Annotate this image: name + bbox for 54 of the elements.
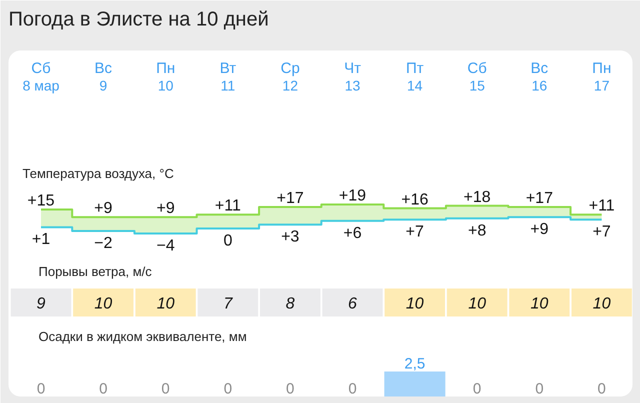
data-label: 0 — [99, 380, 108, 398]
data-label: +9 — [94, 200, 113, 218]
x-tick-label: Сб 15 — [467, 60, 487, 94]
chart-title: Осадки в жидком эквиваленте, мм — [38, 329, 247, 344]
data-label: 0 — [535, 380, 544, 398]
data-label: +1 — [32, 231, 50, 248]
data-label: 10 — [94, 296, 112, 312]
x-tick-label: Вт 11 — [220, 60, 236, 94]
data-label: −4 — [156, 238, 175, 254]
x-tick-label: Пн 17 — [592, 60, 612, 94]
data-label: 10 — [406, 296, 424, 312]
data-label: 0 — [348, 380, 357, 398]
data-label: +9 — [530, 221, 549, 238]
chart-subtitle: Температура воздуха, °C — [22, 166, 174, 181]
x-tick-label: Ср 12 — [280, 60, 300, 94]
data-label: 0 — [224, 380, 232, 398]
data-label: +17 — [276, 190, 304, 208]
chart-title: Порывы ветра, м/с — [38, 264, 152, 279]
data-label: 10 — [592, 296, 611, 312]
x-tick-label: Пт 14 — [406, 60, 424, 94]
data-label: +15 — [27, 192, 55, 210]
data-label: 7 — [223, 296, 234, 312]
data-label: +7 — [592, 224, 611, 241]
x-tick-label: Пн 10 — [156, 60, 176, 94]
data-label: +18 — [464, 188, 491, 206]
x-tick-label: Сб 8 мар — [22, 60, 60, 94]
data-label: 0 — [598, 380, 606, 398]
data-label: +6 — [343, 224, 362, 242]
data-label: 8 — [286, 296, 295, 312]
data-label: +3 — [281, 228, 300, 246]
data-label: +16 — [401, 191, 428, 208]
data-label: 10 — [156, 296, 175, 312]
data-label: 2,5 — [404, 356, 426, 372]
data-label: +11 — [214, 198, 241, 215]
data-label: 0 — [286, 380, 294, 398]
chart-title: Погода в Элисте на 10 дней — [8, 8, 269, 30]
data-label: +9 — [156, 200, 175, 218]
data-label: +11 — [588, 198, 615, 215]
data-label: 9 — [36, 296, 46, 312]
data-label: +19 — [338, 188, 366, 204]
data-label: 6 — [348, 296, 358, 312]
x-tick-label: Вс 16 — [530, 60, 549, 94]
data-label: −2 — [94, 234, 113, 252]
data-label: 0 — [36, 380, 46, 398]
x-tick-label: Вс 9 — [94, 60, 113, 94]
data-label: 0 — [472, 380, 482, 398]
data-label: 0 — [161, 380, 170, 398]
data-label: +8 — [468, 222, 486, 240]
data-label: 0 — [223, 232, 232, 250]
data-label: 10 — [468, 296, 486, 312]
data-label: +17 — [526, 190, 554, 208]
x-tick-label: Чт 13 — [344, 60, 362, 94]
data-label: 10 — [530, 296, 548, 312]
data-label: +7 — [406, 224, 424, 241]
